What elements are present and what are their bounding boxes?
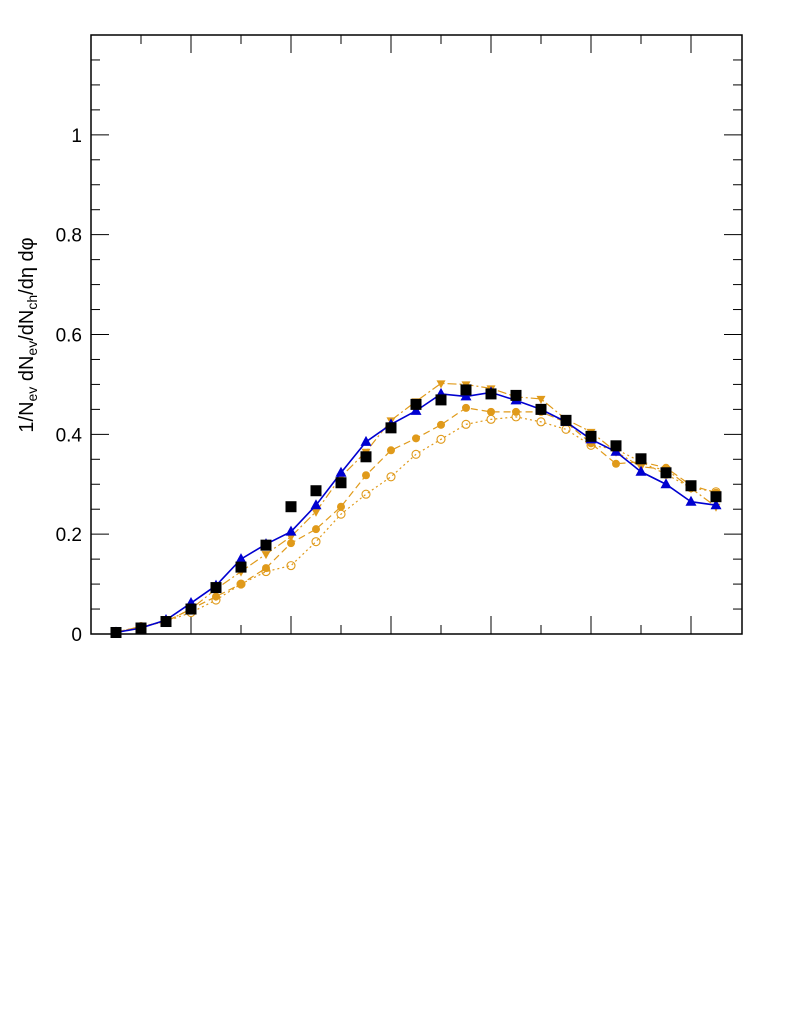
y-axis-title: 1/Nev dNev/dNch/dη dφ <box>16 237 40 432</box>
data-point <box>361 489 371 499</box>
data-point <box>335 466 347 477</box>
data-point <box>460 384 472 396</box>
data-point <box>660 478 672 489</box>
data-point <box>210 582 222 594</box>
data-point <box>260 539 272 551</box>
data-point <box>560 414 572 426</box>
data-point <box>436 434 446 444</box>
data-point <box>185 603 197 615</box>
series-square <box>110 384 722 639</box>
data-point <box>386 472 396 482</box>
y-axis-title-sub3: ch <box>24 295 40 310</box>
data-point <box>685 495 697 506</box>
data-point <box>536 395 546 404</box>
data-point <box>462 403 470 412</box>
data-point <box>435 394 447 406</box>
series-layer <box>110 380 722 639</box>
data-point <box>710 491 722 503</box>
y-axis-title-part2: dN <box>16 356 38 387</box>
data-point <box>286 561 296 571</box>
data-point <box>135 622 147 634</box>
y-tick-labels: 0 0.2 0.4 0.6 0.8 1 <box>56 126 83 646</box>
data-point <box>311 508 321 517</box>
y-tick-label: 0.4 <box>56 425 83 446</box>
data-point <box>385 422 397 434</box>
data-point <box>285 501 297 513</box>
data-point <box>512 407 520 416</box>
y-tick-label: 0 <box>71 625 82 646</box>
data-point <box>635 465 647 476</box>
data-point <box>437 420 445 429</box>
data-point <box>235 561 247 573</box>
data-point <box>237 580 245 589</box>
y-axis-title-part4: /dη dφ <box>16 237 38 294</box>
data-point <box>585 430 597 442</box>
data-point <box>535 403 547 415</box>
data-point <box>360 451 372 463</box>
data-point <box>660 467 672 479</box>
data-point <box>510 389 522 401</box>
data-point <box>710 499 722 510</box>
y-tick-label: 0.8 <box>56 226 82 247</box>
axis-ticks <box>91 34 742 635</box>
data-point <box>337 502 345 511</box>
data-point <box>312 525 320 534</box>
y-axis-title-part3: /dN <box>16 310 38 341</box>
data-point <box>285 525 297 536</box>
data-point <box>412 434 420 443</box>
data-point <box>387 446 395 455</box>
data-point <box>262 564 270 573</box>
data-point <box>287 539 295 548</box>
y-axis-title-sub2: ev <box>24 341 40 356</box>
data-point <box>461 419 471 429</box>
data-point <box>212 592 220 601</box>
plot-frame <box>90 34 743 635</box>
data-point <box>612 459 620 468</box>
data-point <box>411 449 421 459</box>
data-point <box>310 485 322 497</box>
y-tick-label: 0.2 <box>56 525 82 546</box>
data-point <box>310 499 322 510</box>
y-axis-title-sub1: ev <box>24 387 40 402</box>
data-point <box>635 453 647 465</box>
data-point <box>410 398 422 410</box>
data-point <box>610 440 622 452</box>
data-point <box>436 380 446 389</box>
y-axis-title-part1: 1/N <box>16 401 38 432</box>
data-point <box>362 471 370 480</box>
data-point <box>487 407 495 416</box>
data-point <box>536 417 546 427</box>
data-point <box>160 616 172 628</box>
data-point <box>311 537 321 547</box>
data-point <box>235 553 247 564</box>
data-point <box>261 551 271 560</box>
y-tick-label: 1 <box>71 126 82 147</box>
data-point <box>360 435 372 446</box>
y-tick-label: 0.6 <box>56 326 82 347</box>
data-point <box>110 627 122 639</box>
data-point <box>335 477 347 489</box>
data-point <box>485 388 497 400</box>
data-point <box>685 480 697 492</box>
